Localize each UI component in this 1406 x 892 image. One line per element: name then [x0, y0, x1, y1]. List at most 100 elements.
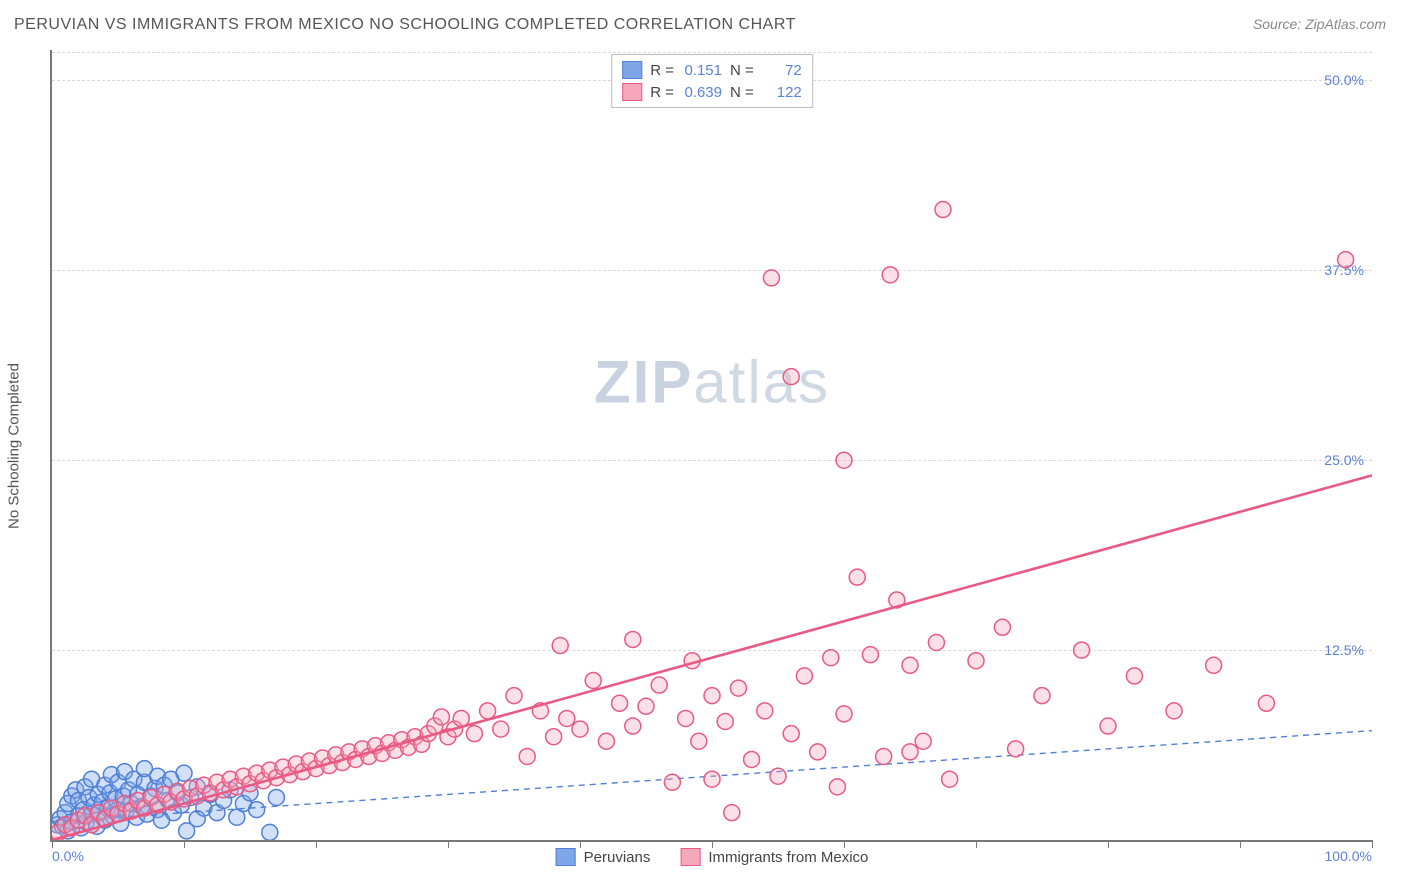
legend-label-peruvians: Peruvians	[584, 849, 651, 866]
source-attribution: Source: ZipAtlas.com	[1253, 16, 1386, 32]
scatter-point	[1126, 668, 1142, 684]
scatter-point	[598, 733, 614, 749]
scatter-point	[176, 765, 192, 781]
swatch-peruvians	[556, 848, 576, 866]
x-tick	[976, 840, 977, 848]
correlation-row-peruvians: R = 0.151 N = 72	[622, 59, 802, 81]
n-value-immigrants: 122	[762, 84, 802, 101]
n-value-peruvians: 72	[762, 62, 802, 79]
scatter-point	[678, 710, 694, 726]
correlation-row-immigrants: R = 0.639 N = 122	[622, 81, 802, 103]
swatch-immigrants	[622, 83, 642, 101]
scatter-point	[1008, 741, 1024, 757]
scatter-point	[968, 653, 984, 669]
scatter-point	[902, 657, 918, 673]
scatter-point	[928, 635, 944, 651]
scatter-point	[783, 726, 799, 742]
swatch-peruvians	[622, 61, 642, 79]
scatter-point	[1206, 657, 1222, 673]
scatter-point	[433, 709, 449, 725]
scatter-point	[744, 751, 760, 767]
scatter-point	[552, 638, 568, 654]
y-axis-label: No Schooling Completed	[6, 363, 23, 529]
scatter-point	[862, 647, 878, 663]
scatter-point	[612, 695, 628, 711]
x-axis-min-label: 0.0%	[52, 848, 84, 864]
x-tick	[580, 840, 581, 848]
scatter-point	[757, 703, 773, 719]
scatter-point	[651, 677, 667, 693]
scatter-point	[730, 680, 746, 696]
n-label: N =	[730, 62, 754, 79]
source-value: ZipAtlas.com	[1305, 16, 1386, 32]
scatter-point	[506, 688, 522, 704]
scatter-point	[1034, 688, 1050, 704]
x-tick	[1372, 840, 1373, 848]
r-label: R =	[650, 84, 674, 101]
scatter-point	[915, 733, 931, 749]
x-tick	[448, 840, 449, 848]
scatter-point	[876, 748, 892, 764]
scatter-point	[691, 733, 707, 749]
x-tick	[52, 840, 53, 848]
scatter-point	[1338, 252, 1354, 268]
legend-item-peruvians: Peruvians	[556, 848, 651, 866]
scatter-point	[1258, 695, 1274, 711]
x-tick	[712, 840, 713, 848]
scatter-point	[625, 631, 641, 647]
scatter-point	[262, 824, 278, 840]
x-tick	[316, 840, 317, 848]
scatter-point	[585, 672, 601, 688]
correlation-legend: R = 0.151 N = 72 R = 0.639 N = 122	[611, 54, 813, 108]
scatter-point	[763, 270, 779, 286]
scatter-point	[704, 771, 720, 787]
x-tick	[1240, 840, 1241, 848]
scatter-point	[810, 744, 826, 760]
scatter-point	[1166, 703, 1182, 719]
scatter-point	[493, 721, 509, 737]
source-label: Source:	[1253, 16, 1305, 32]
scatter-point	[466, 726, 482, 742]
scatter-point	[717, 714, 733, 730]
scatter-point	[249, 802, 265, 818]
scatter-point	[572, 721, 588, 737]
legend-label-immigrants: Immigrants from Mexico	[708, 849, 868, 866]
scatter-point	[1100, 718, 1116, 734]
scatter-point	[664, 774, 680, 790]
r-value-peruvians: 0.151	[682, 62, 722, 79]
scatter-point	[849, 569, 865, 585]
scatter-point	[836, 452, 852, 468]
scatter-point	[770, 768, 786, 784]
scatter-point	[638, 698, 654, 714]
scatter-point	[1074, 642, 1090, 658]
x-tick	[1108, 840, 1109, 848]
swatch-immigrants	[680, 848, 700, 866]
scatter-point	[559, 710, 575, 726]
scatter-point	[823, 650, 839, 666]
scatter-point	[268, 789, 284, 805]
scatter-point	[796, 668, 812, 684]
scatter-point	[836, 706, 852, 722]
scatter-point	[783, 369, 799, 385]
scatter-point	[453, 710, 469, 726]
x-tick	[184, 840, 185, 848]
scatter-point	[519, 748, 535, 764]
scatter-point	[546, 729, 562, 745]
chart-container: PERUVIAN VS IMMIGRANTS FROM MEXICO NO SC…	[0, 0, 1406, 892]
scatter-point	[882, 267, 898, 283]
scatter-point	[829, 779, 845, 795]
scatter-point	[902, 744, 918, 760]
legend-item-immigrants: Immigrants from Mexico	[680, 848, 868, 866]
scatter-point	[942, 771, 958, 787]
n-label: N =	[730, 84, 754, 101]
scatter-point	[704, 688, 720, 704]
x-tick	[844, 840, 845, 848]
x-axis-max-label: 100.0%	[1325, 848, 1372, 864]
r-label: R =	[650, 62, 674, 79]
series-legend: Peruvians Immigrants from Mexico	[556, 848, 869, 866]
scatter-point	[994, 619, 1010, 635]
scatter-point	[480, 703, 496, 719]
r-value-immigrants: 0.639	[682, 84, 722, 101]
plot-area: ZIPatlas R = 0.151 N = 72 R = 0.639 N = …	[50, 50, 1372, 842]
scatter-point	[935, 202, 951, 218]
